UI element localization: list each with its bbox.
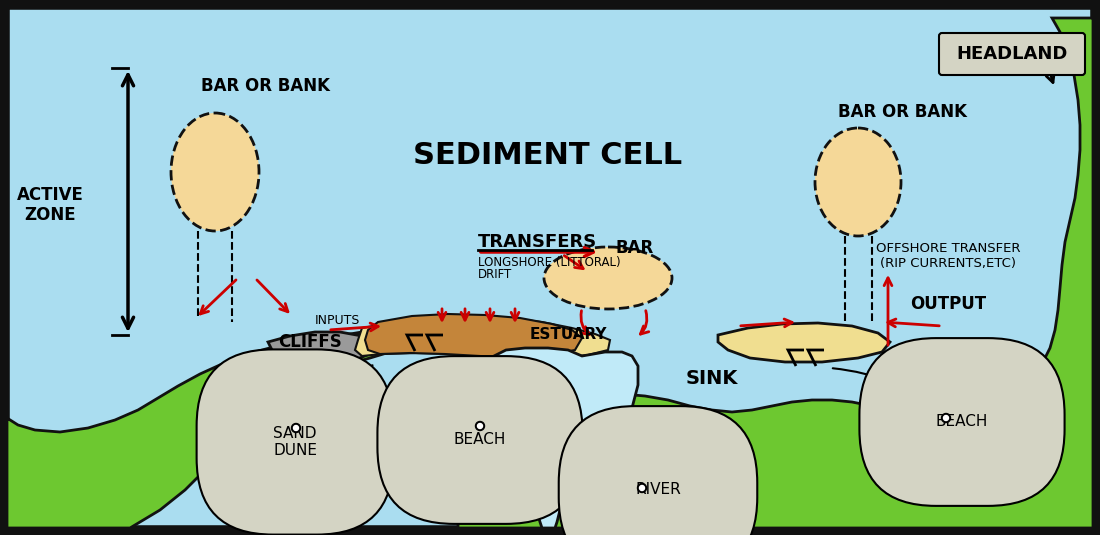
Ellipse shape <box>815 128 901 236</box>
Text: BAR: BAR <box>616 239 654 257</box>
Text: SEDIMENT CELL: SEDIMENT CELL <box>414 141 683 170</box>
Circle shape <box>942 414 950 423</box>
Polygon shape <box>488 348 638 528</box>
Circle shape <box>294 425 298 431</box>
Text: SINK: SINK <box>685 369 738 387</box>
Text: BAR OR BANK: BAR OR BANK <box>200 77 330 95</box>
Text: INPUTS: INPUTS <box>315 314 361 326</box>
Text: SAND
DUNE: SAND DUNE <box>273 426 317 458</box>
Ellipse shape <box>544 247 672 309</box>
Text: SOURCE: SOURCE <box>265 369 354 387</box>
Ellipse shape <box>170 113 258 231</box>
Text: BEACH: BEACH <box>454 432 506 447</box>
Circle shape <box>477 424 483 429</box>
Text: RIVER: RIVER <box>635 483 681 498</box>
Text: OUTPUT: OUTPUT <box>910 295 986 313</box>
Circle shape <box>639 485 645 491</box>
Text: TRANSFERS: TRANSFERS <box>478 233 597 251</box>
Text: OFFSHORE TRANSFER
(RIP CURRENTS,ETC): OFFSHORE TRANSFER (RIP CURRENTS,ETC) <box>876 242 1021 270</box>
FancyBboxPatch shape <box>939 33 1085 75</box>
Text: ESTUARY: ESTUARY <box>529 326 607 341</box>
Circle shape <box>475 422 484 431</box>
Circle shape <box>944 416 948 421</box>
Polygon shape <box>718 323 890 362</box>
Polygon shape <box>268 332 375 363</box>
Text: BAR OR BANK: BAR OR BANK <box>837 103 967 121</box>
Text: ACTIVE
ZONE: ACTIVE ZONE <box>16 186 84 224</box>
Text: LONGSHORE (LITTORAL): LONGSHORE (LITTORAL) <box>478 256 620 269</box>
Polygon shape <box>7 7 475 528</box>
Polygon shape <box>458 7 1093 528</box>
Circle shape <box>292 424 300 432</box>
Polygon shape <box>355 317 610 358</box>
Polygon shape <box>365 314 582 357</box>
Text: SINK: SINK <box>442 369 494 387</box>
Text: CLIFFS: CLIFFS <box>278 333 342 351</box>
Text: BEACH: BEACH <box>936 415 988 430</box>
Text: DRIFT: DRIFT <box>478 268 513 280</box>
Text: HEADLAND: HEADLAND <box>956 45 1068 63</box>
Text: SOURCE: SOURCE <box>462 462 550 482</box>
Circle shape <box>638 484 647 493</box>
